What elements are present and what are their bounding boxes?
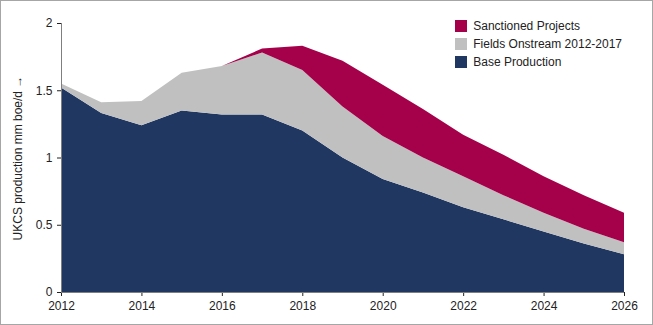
svg-text:2: 2 [46, 16, 53, 30]
svg-text:0: 0 [46, 285, 53, 299]
svg-text:2012: 2012 [48, 299, 75, 313]
svg-text:1.5: 1.5 [36, 84, 53, 98]
svg-text:2022: 2022 [450, 299, 477, 313]
html-text:Fields Onstream 2012-2017: Fields Onstream 2012-2017 [473, 37, 622, 51]
svg-text:2020: 2020 [370, 299, 397, 313]
html-text:Sanctioned Projects: Sanctioned Projects [473, 19, 580, 33]
svg-text:2014: 2014 [129, 299, 156, 313]
svg-text:UKCS production mm boe/d →: UKCS production mm boe/d → [11, 76, 25, 241]
svg-text:2024: 2024 [531, 299, 558, 313]
html-text:Base Production: Base Production [473, 55, 562, 69]
svg-text:0.5: 0.5 [36, 218, 53, 232]
svg-text:1: 1 [46, 151, 53, 165]
svg-text:2018: 2018 [289, 299, 316, 313]
svg-text:2026: 2026 [611, 299, 638, 313]
svg-text:2016: 2016 [209, 299, 236, 313]
